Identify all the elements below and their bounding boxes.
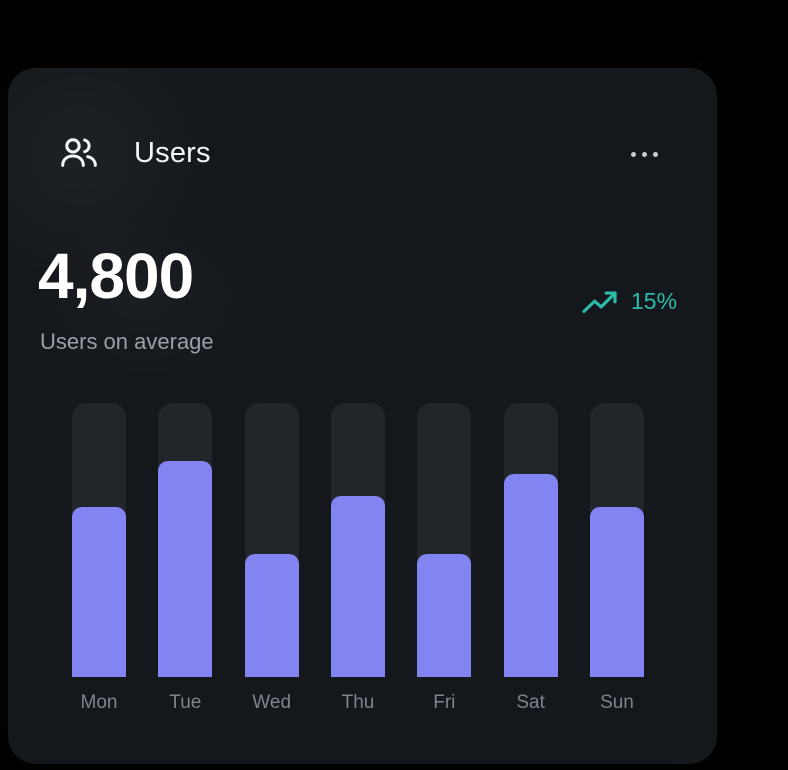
bar-chart: Mon Tue Wed Thu Fri Sat Sun (72, 403, 644, 715)
bar-fill (417, 553, 472, 677)
stat-caption: Users on average (40, 329, 214, 354)
bar-label: Sat (516, 692, 545, 713)
bar-label: Sun (600, 692, 634, 713)
ellipsis-dot (641, 151, 647, 157)
bar-track (158, 403, 213, 677)
bar-track (72, 403, 126, 677)
bar-track (503, 403, 558, 677)
bar-track (589, 403, 644, 677)
users-widget-card: Users 4,800 Users on average 15% Mon Tue W… (8, 68, 717, 764)
users-icon (61, 138, 97, 167)
bar-label: Thu (341, 692, 375, 713)
bar-column: Wed (244, 403, 299, 715)
stat-value: 4,800 (38, 240, 194, 312)
bar-fill (244, 553, 299, 677)
ellipsis-dot (630, 151, 636, 157)
trend-value: 15% (631, 287, 678, 314)
bar-track (244, 403, 299, 677)
bar-column: Sat (503, 403, 558, 715)
bar-column: Tue (158, 403, 213, 715)
trend-indicator: 15% (582, 286, 677, 316)
bar-label: Mon (80, 692, 118, 713)
bar-label: Tue (169, 692, 202, 713)
bar-label: Wed (252, 692, 292, 713)
bar-column: Thu (330, 403, 385, 715)
bar-column: Fri (417, 403, 472, 715)
trending-up-icon (582, 291, 617, 313)
bar-column: Mon (72, 403, 126, 715)
users-icon-circle (40, 114, 118, 192)
bar-fill (158, 460, 213, 677)
bar-label: Fri (433, 692, 456, 713)
bar-track (330, 403, 385, 677)
more-options-button[interactable] (622, 134, 666, 174)
bar-fill (72, 507, 126, 677)
bar-fill (330, 496, 385, 677)
card-title: Users (134, 137, 211, 169)
bar-track (417, 403, 472, 677)
ellipsis-dot (652, 151, 658, 157)
bar-fill (503, 474, 558, 677)
bar-column: Sun (589, 403, 644, 715)
bar-fill (589, 507, 644, 677)
